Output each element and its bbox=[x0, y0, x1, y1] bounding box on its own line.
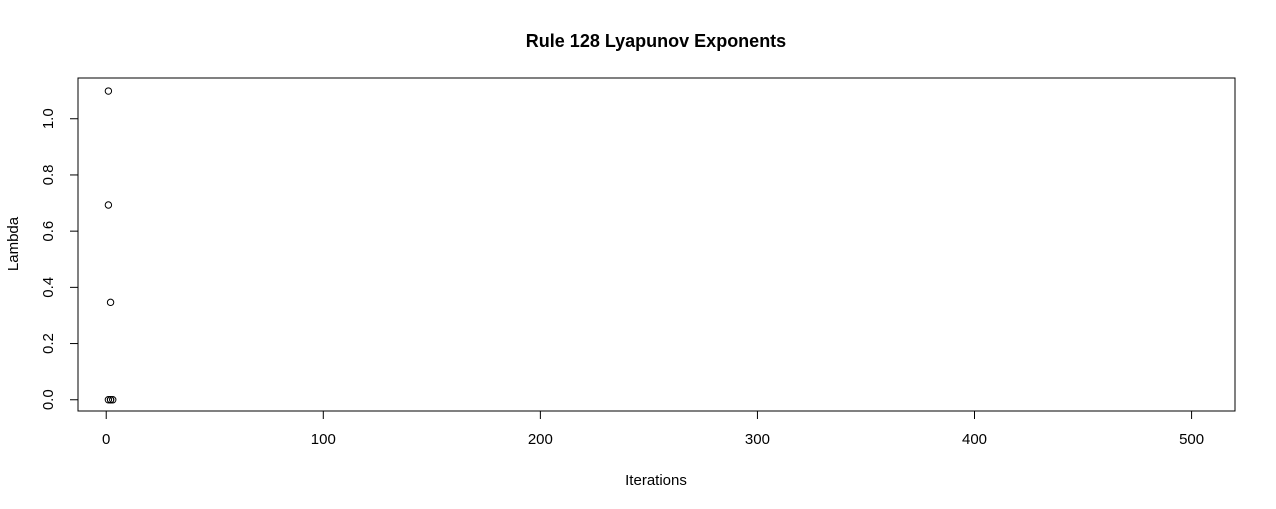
y-tick-label: 0.8 bbox=[40, 165, 57, 186]
y-tick-label: 0.0 bbox=[40, 389, 57, 410]
data-point bbox=[109, 396, 117, 404]
y-tick-label: 1.0 bbox=[40, 108, 57, 129]
x-tick-label: 200 bbox=[528, 431, 553, 448]
x-tick-label: 100 bbox=[311, 431, 336, 448]
y-axis-label: Lambda bbox=[5, 216, 22, 271]
plot-frame bbox=[77, 77, 1236, 412]
x-axis-label: Iterations bbox=[625, 472, 687, 489]
x-tick-label: 300 bbox=[745, 431, 770, 448]
data-point bbox=[106, 298, 115, 307]
data-point bbox=[104, 396, 113, 404]
y-tick-label: 0.6 bbox=[40, 221, 57, 242]
y-tick-label: 0.2 bbox=[40, 333, 57, 354]
data-points bbox=[104, 87, 117, 404]
data-point bbox=[106, 396, 115, 404]
x-tick-label: 500 bbox=[1179, 431, 1204, 448]
x-axis: 0 100 200 300 400 500 bbox=[102, 410, 1204, 448]
x-tick-label: 0 bbox=[102, 431, 110, 448]
y-tick-label: 0.4 bbox=[40, 277, 57, 298]
y-axis: 0.0 0.2 0.4 0.6 0.8 1.0 bbox=[40, 108, 79, 410]
x-tick-label: 400 bbox=[962, 431, 987, 448]
data-point bbox=[104, 201, 113, 209]
data-point bbox=[104, 87, 113, 95]
chart-title: Rule 128 Lyapunov Exponents bbox=[526, 31, 786, 51]
